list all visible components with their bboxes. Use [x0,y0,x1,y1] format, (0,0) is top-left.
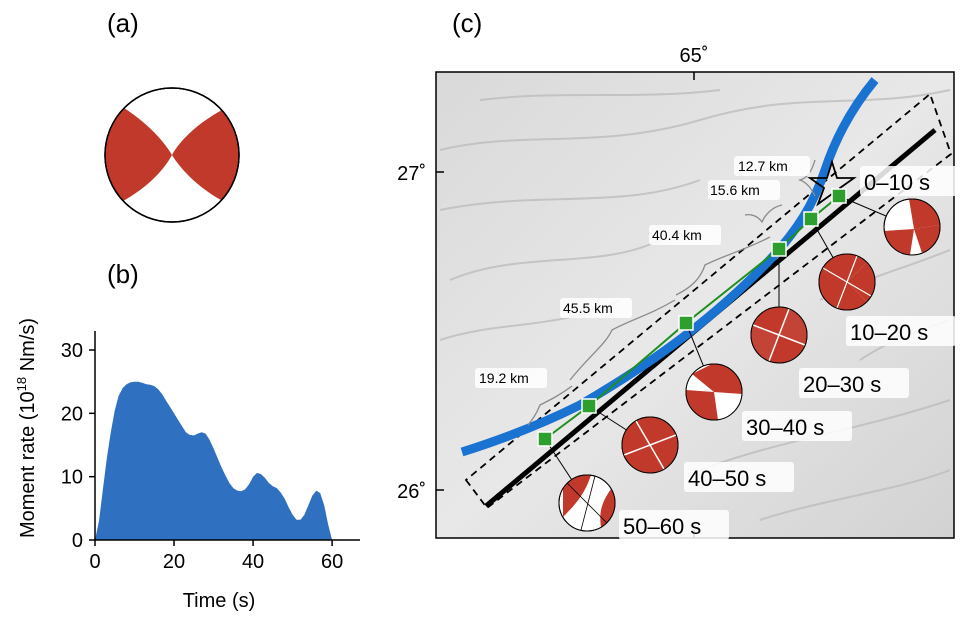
y-tick-label: 10 [61,467,83,489]
rupture-trace [460,77,879,457]
y-tick-label: 30 [61,340,83,362]
time-window-label: 50–60 s [623,514,701,539]
y-tick-label: 20 [61,403,83,425]
hillshade-background [436,72,954,538]
mechanism-beachball [104,87,240,223]
segment-labels: 12.7 km 15.6 km 40.4 km 45.5 km 19.2 km [475,156,810,388]
compression-quadrant [104,108,239,201]
subevent-beachball [685,363,743,421]
segment-length-label: 15.6 km [710,182,760,198]
panel-label-c: (c) [452,8,482,38]
y-axis-title: Moment rate (1018 Nm/s) [14,318,39,538]
subevent-beachballs [558,198,941,532]
segment-length-label: 12.7 km [738,158,788,174]
time-window-label: 20–30 s [803,372,881,397]
subevent-beachball [883,198,941,256]
time-window-label: 40–50 s [688,466,766,491]
moment-rate-area [95,381,333,540]
subevent-beachball [818,253,876,311]
segment-length-label: 40.4 km [652,227,702,243]
subevent-marker [831,188,847,204]
latitude-tick-label-27: 27˚ [397,163,426,185]
latitude-tick-label-26: 26˚ [397,481,426,503]
panel-label-b: (b) [107,259,139,289]
x-tick-label: 40 [242,551,264,573]
x-tick-label: 0 [89,551,100,573]
subevent-marker [537,431,553,447]
time-window-label: 0–10 s [864,170,930,195]
segment-braces [527,159,816,426]
subevent-marker [803,211,819,227]
segment-length-label: 45.5 km [563,300,613,316]
panel-label-a: (a) [107,8,139,38]
subevent-marker [771,241,787,257]
subevent-marker [678,315,694,331]
subevent-beachball [621,416,679,474]
x-tick-label: 60 [321,551,343,573]
segment-length-label: 19.2 km [479,370,529,386]
moment-rate-chart: 0 20 40 60 0 10 20 30 [61,331,360,573]
x-axis-title: Time (s) [183,590,256,612]
subevent-marker [581,398,597,414]
y-tick-label: 0 [72,530,83,552]
fault-plane-outline [464,92,953,510]
x-tick-label: 20 [163,551,185,573]
subevent-markers [537,188,847,447]
subevent-beachball [558,474,616,532]
longitude-tick-label: 65˚ [680,45,709,67]
subevent-beachball [750,306,808,364]
time-window-label: 10–20 s [850,320,928,345]
time-window-labels: 0–10 s 10–20 s 20–30 s 30–40 s 40–50 s 5… [619,166,958,540]
time-window-label: 30–40 s [746,415,824,440]
map-panel: 12.7 km 15.6 km 40.4 km 45.5 km 19.2 km [435,71,958,540]
